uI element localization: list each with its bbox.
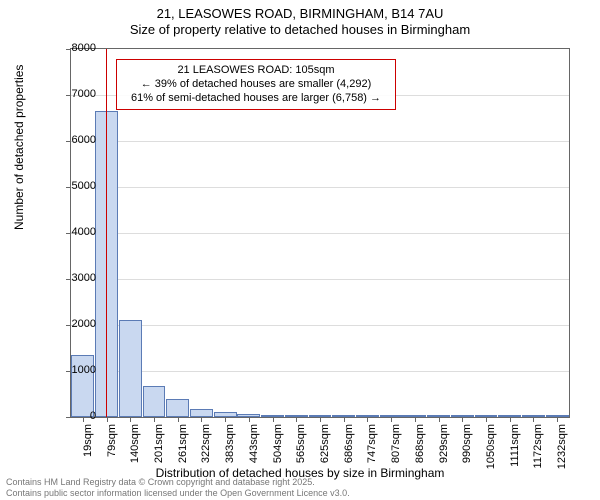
y-tick-label: 1000 <box>56 364 96 376</box>
x-tick-mark <box>486 417 487 422</box>
y-tick-label: 4000 <box>56 226 96 238</box>
histogram-bar <box>143 386 166 417</box>
x-tick-label: 1050sqm <box>485 424 497 469</box>
x-tick-label: 261sqm <box>177 424 189 463</box>
y-axis-label: Number of detached properties <box>12 65 26 230</box>
x-tick-label: 929sqm <box>438 424 450 463</box>
x-tick-mark <box>130 417 131 422</box>
x-tick-mark <box>178 417 179 422</box>
chart-title-line1: 21, LEASOWES ROAD, BIRMINGHAM, B14 7AU <box>0 6 600 21</box>
x-tick-label: 79sqm <box>106 424 118 457</box>
grid-line <box>71 141 569 142</box>
x-tick-label: 383sqm <box>224 424 236 463</box>
y-tick-label: 5000 <box>56 180 96 192</box>
x-tick-mark <box>533 417 534 422</box>
annotation-box: 21 LEASOWES ROAD: 105sqm ← 39% of detach… <box>116 59 396 110</box>
x-tick-mark <box>107 417 108 422</box>
x-tick-mark <box>510 417 511 422</box>
x-tick-label: 504sqm <box>272 424 284 463</box>
grid-line <box>71 187 569 188</box>
x-tick-label: 565sqm <box>295 424 307 463</box>
footer-line2: Contains public sector information licen… <box>6 488 350 498</box>
x-tick-label: 322sqm <box>200 424 212 463</box>
annotation-line1: 21 LEASOWES ROAD: 105sqm <box>123 64 389 78</box>
x-tick-mark <box>391 417 392 422</box>
x-tick-label: 1232sqm <box>556 424 568 469</box>
x-tick-mark <box>367 417 368 422</box>
x-tick-mark <box>557 417 558 422</box>
histogram-bar <box>190 409 213 417</box>
x-tick-label: 19sqm <box>82 424 94 457</box>
chart-title-line2: Size of property relative to detached ho… <box>0 22 600 37</box>
grid-line <box>71 325 569 326</box>
grid-line <box>71 371 569 372</box>
histogram-bar <box>166 399 189 417</box>
marker-line <box>106 49 107 417</box>
annotation-line3: 61% of semi-detached houses are larger (… <box>123 92 389 106</box>
x-tick-mark <box>296 417 297 422</box>
x-tick-mark <box>344 417 345 422</box>
plot-area: 21 LEASOWES ROAD: 105sqm ← 39% of detach… <box>70 48 570 418</box>
x-tick-mark <box>462 417 463 422</box>
x-tick-label: 1111sqm <box>509 424 521 467</box>
x-tick-label: 990sqm <box>461 424 473 463</box>
x-tick-mark <box>249 417 250 422</box>
x-tick-label: 201sqm <box>153 424 165 463</box>
x-tick-label: 868sqm <box>414 424 426 463</box>
grid-line <box>71 279 569 280</box>
y-tick-label: 7000 <box>56 88 96 100</box>
annotation-line2: ← 39% of detached houses are smaller (4,… <box>123 78 389 92</box>
grid-line <box>71 233 569 234</box>
y-tick-label: 0 <box>56 410 96 422</box>
x-tick-mark <box>225 417 226 422</box>
x-tick-label: 625sqm <box>319 424 331 463</box>
footer-block: Contains HM Land Registry data © Crown c… <box>6 477 350 498</box>
x-tick-label: 140sqm <box>129 424 141 463</box>
footer-line1: Contains HM Land Registry data © Crown c… <box>6 477 350 487</box>
y-tick-label: 2000 <box>56 318 96 330</box>
x-tick-label: 807sqm <box>390 424 402 463</box>
x-tick-mark <box>439 417 440 422</box>
x-tick-mark <box>320 417 321 422</box>
y-tick-label: 6000 <box>56 134 96 146</box>
x-tick-mark <box>415 417 416 422</box>
histogram-bar <box>119 320 142 417</box>
x-tick-label: 747sqm <box>366 424 378 463</box>
x-tick-mark <box>273 417 274 422</box>
x-tick-mark <box>154 417 155 422</box>
x-tick-label: 443sqm <box>248 424 260 463</box>
x-tick-mark <box>201 417 202 422</box>
x-tick-label: 1172sqm <box>532 424 544 468</box>
x-tick-label: 686sqm <box>343 424 355 463</box>
y-tick-label: 8000 <box>56 42 96 54</box>
y-tick-label: 3000 <box>56 272 96 284</box>
chart-title-block: 21, LEASOWES ROAD, BIRMINGHAM, B14 7AU S… <box>0 0 600 37</box>
